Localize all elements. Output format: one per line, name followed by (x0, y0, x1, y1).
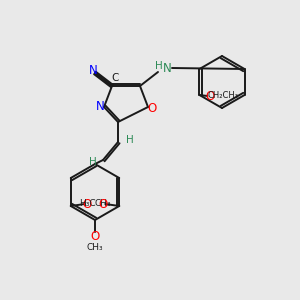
Text: H: H (89, 157, 97, 167)
Text: CH₂CH₃: CH₂CH₃ (208, 92, 239, 100)
Text: CH₃: CH₃ (94, 200, 111, 208)
Text: O: O (99, 197, 108, 211)
Text: O: O (82, 197, 92, 211)
Text: N: N (88, 64, 98, 77)
Text: O: O (206, 91, 215, 103)
Text: N: N (96, 100, 104, 113)
Text: CH₃: CH₃ (87, 244, 103, 253)
Text: H: H (155, 61, 163, 71)
Text: C: C (111, 73, 119, 83)
Text: H: H (126, 135, 134, 145)
Text: H₃C: H₃C (79, 200, 96, 208)
Text: O: O (147, 101, 157, 115)
Text: O: O (90, 230, 100, 242)
Text: N: N (163, 61, 171, 74)
